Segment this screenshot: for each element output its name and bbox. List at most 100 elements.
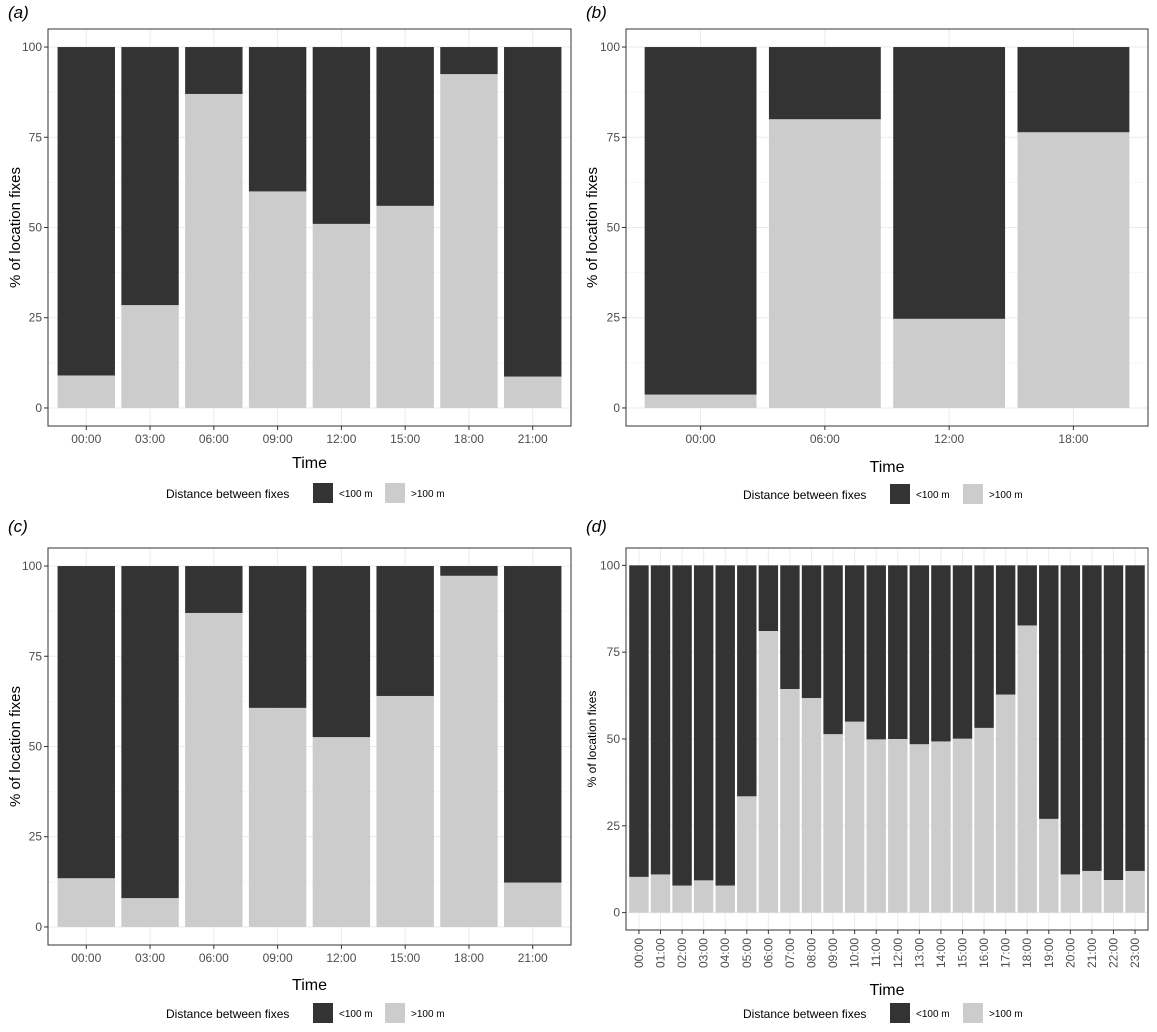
x-tick-label: 03:00 — [697, 938, 711, 968]
bar-above-100m-1000 — [844, 721, 865, 913]
y-tick-label: 25 — [607, 311, 621, 325]
bar-below-100m-1500 — [952, 565, 973, 739]
x-tick-label: 09:00 — [263, 432, 293, 446]
bar-above-100m-1900 — [1039, 818, 1059, 913]
y-tick-label: 75 — [29, 130, 43, 144]
y-axis-title: % of location fixes — [584, 167, 601, 288]
y-tick-label: 100 — [600, 40, 620, 54]
bar-below-100m-2000 — [1060, 565, 1081, 875]
y-tick-label: 25 — [607, 819, 621, 833]
bar-above-100m-0400 — [715, 885, 735, 913]
y-tick-label: 100 — [22, 40, 42, 54]
bar-below-100m-0500 — [737, 565, 757, 797]
bar-above-100m-2200 — [1103, 879, 1124, 913]
chart-panel-a: (a) 0 25 50 75 100 00:00 03:00 06:00 09:00 12:00 15… — [7, 3, 572, 503]
bar-above-100m-0200 — [672, 885, 692, 913]
bar-below-100m-1300 — [909, 565, 930, 745]
x-tick-label: 16:00 — [977, 938, 991, 968]
y-tick-label: 0 — [613, 401, 620, 415]
bar-above-100m-1200 — [888, 739, 908, 913]
bar-below-100m-0400 — [715, 565, 735, 886]
bars — [629, 565, 1145, 913]
legend-label-below-100m: <100 m — [916, 490, 950, 501]
x-tick-label: 00:00 — [71, 951, 101, 965]
bar-below-100m-0100 — [650, 565, 671, 875]
legend-swatch-above-100m — [385, 1003, 405, 1023]
x-tick-label: 12:00 — [934, 432, 964, 446]
bar-below-100m-1600 — [974, 565, 994, 728]
bar-above-100m-0000 — [629, 876, 649, 913]
legend-title: Distance between fixes — [166, 1007, 289, 1021]
bar-below-100m-0700 — [780, 565, 800, 689]
bar-above-100m-0000 — [644, 394, 757, 408]
y-tick-label: 25 — [29, 830, 43, 844]
x-tick-label: 12:00 — [326, 951, 356, 965]
bar-above-100m-0000 — [57, 375, 115, 408]
legend-title: Distance between fixes — [743, 488, 866, 502]
bar-below-100m-1000 — [844, 565, 865, 722]
x-tick-label: 18:00 — [1058, 432, 1088, 446]
bar-above-100m-0100 — [650, 874, 671, 913]
bar-below-100m-1500 — [376, 566, 434, 696]
bars — [644, 47, 1130, 408]
y-tick-label: 50 — [607, 732, 621, 746]
x-tick-label: 06:00 — [199, 951, 229, 965]
x-tick-label: 17:00 — [999, 938, 1013, 968]
x-tick-label: 00:00 — [686, 432, 716, 446]
bar-above-100m-1500 — [376, 205, 434, 408]
chart-panel-d: (d) 0 25 50 75 100 00:00 01:00 02:00 03:00 04:00 05… — [585, 517, 1149, 1023]
x-tick-label: 14:00 — [934, 938, 948, 968]
y-axis-title: % of location fixes — [7, 167, 24, 288]
bar-below-100m-0300 — [693, 565, 714, 881]
bar-above-100m-0800 — [801, 698, 822, 913]
x-tick-label: 18:00 — [1020, 938, 1034, 968]
x-tick-label: 15:00 — [955, 938, 969, 968]
x-tick-label: 00:00 — [632, 938, 646, 968]
bar-above-100m-1200 — [312, 737, 371, 927]
y-tick-label: 50 — [29, 740, 43, 754]
y-tick-label: 75 — [607, 130, 621, 144]
x-tick-label: 09:00 — [826, 938, 840, 968]
x-tick-label: 11:00 — [869, 938, 883, 967]
bar-below-100m-0000 — [57, 47, 115, 376]
x-tick-label: 06:00 — [761, 938, 775, 968]
bar-below-100m-0900 — [248, 566, 307, 708]
legend: Distance between fixes <100 m >100 m — [166, 483, 445, 503]
x-tick-label: 19:00 — [1042, 938, 1056, 968]
legend-swatch-above-100m — [385, 483, 405, 503]
bar-above-100m-1100 — [866, 739, 886, 913]
bar-below-100m-1800 — [1017, 47, 1130, 133]
y-tick-label: 100 — [22, 559, 42, 573]
x-tick-label: 03:00 — [135, 432, 165, 446]
bar-above-100m-1300 — [909, 744, 930, 913]
x-tick-label: 08:00 — [805, 938, 819, 968]
x-tick-label: 21:00 — [1085, 938, 1099, 968]
x-tick-label: 06:00 — [810, 432, 840, 446]
x-axis-title: Time — [292, 455, 327, 472]
x-tick-label: 00:00 — [71, 432, 101, 446]
bar-above-100m-1800 — [1017, 132, 1130, 408]
x-tick-label: 18:00 — [454, 951, 484, 965]
bar-below-100m-1200 — [312, 47, 371, 224]
bar-above-100m-0300 — [121, 898, 179, 927]
x-tick-label: 05:00 — [740, 938, 754, 968]
y-axis-title: % of location fixes — [7, 686, 24, 807]
bar-above-100m-0900 — [823, 734, 843, 913]
x-tick-label: 09:00 — [263, 951, 293, 965]
legend-title: Distance between fixes — [166, 487, 289, 501]
bar-below-100m-1200 — [312, 566, 371, 738]
panel-label: (c) — [8, 517, 28, 536]
bar-above-100m-1200 — [893, 318, 1006, 408]
bars — [57, 566, 562, 927]
bar-above-100m-1500 — [952, 738, 973, 913]
x-tick-label: 15:00 — [390, 432, 420, 446]
bar-above-100m-2000 — [1060, 874, 1081, 913]
legend-swatch-above-100m — [963, 484, 983, 504]
y-tick-label: 25 — [29, 311, 43, 325]
x-tick-label: 03:00 — [135, 951, 165, 965]
bar-below-100m-0300 — [121, 566, 179, 899]
bar-above-100m-0900 — [248, 707, 307, 927]
bar-above-100m-0300 — [693, 880, 714, 913]
bar-above-100m-2100 — [504, 376, 562, 408]
